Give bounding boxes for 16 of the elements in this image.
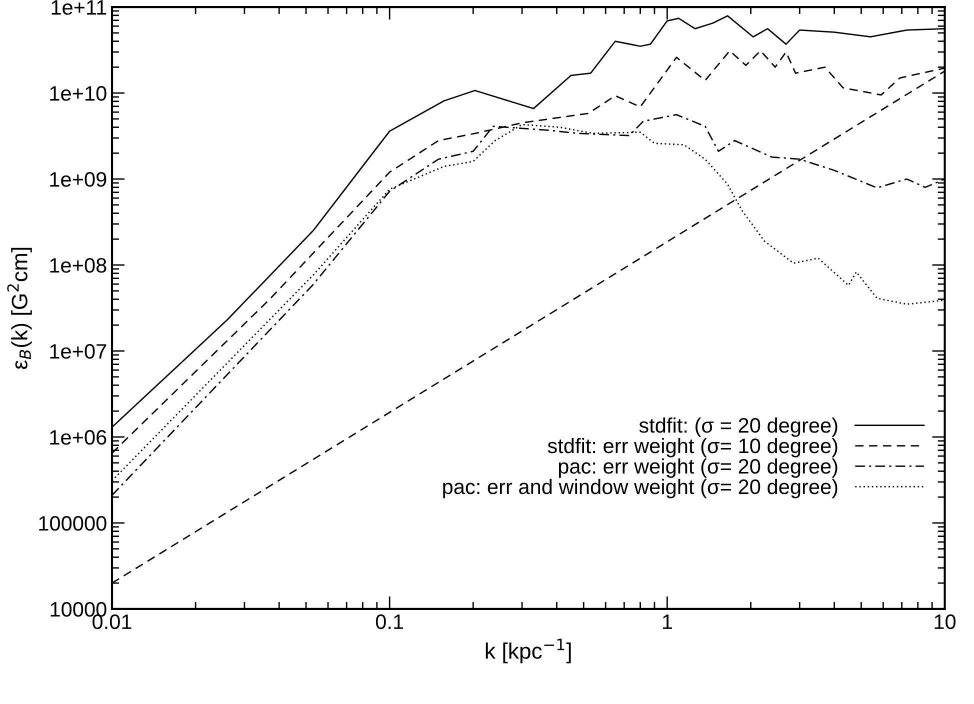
y-tick-label: 1e+07 xyxy=(50,344,106,359)
y-tick-label: 1e+06 xyxy=(50,430,106,445)
x-tick-label: 10 xyxy=(934,614,956,630)
y-tick-label: 100000 xyxy=(39,516,106,531)
y-tick-label: 1e+10 xyxy=(50,86,106,101)
legend-label: pac: err and window weight (σ= 20 degree) xyxy=(443,478,838,498)
x-axis-title: k [kpc$^{−1}$] xyxy=(486,638,571,664)
y-tick-label: 1e+08 xyxy=(50,258,106,273)
x-tick-label: 0.1 xyxy=(376,614,404,630)
legend-label: stdfit: (σ = 20 degree) xyxy=(639,417,838,437)
y-tick-label: 1e+09 xyxy=(50,172,106,187)
legend-label: stdfit: err weight (σ= 10 degree) xyxy=(548,438,838,458)
x-tick-label: 1 xyxy=(662,614,672,629)
y-axis-title: ε$_{B}$(k) [G$^{2}$cm] xyxy=(7,248,32,370)
y-tick-label: 1e+11 xyxy=(52,0,106,15)
legend-label: pac: err weight (σ= 20 degree) xyxy=(558,458,838,478)
